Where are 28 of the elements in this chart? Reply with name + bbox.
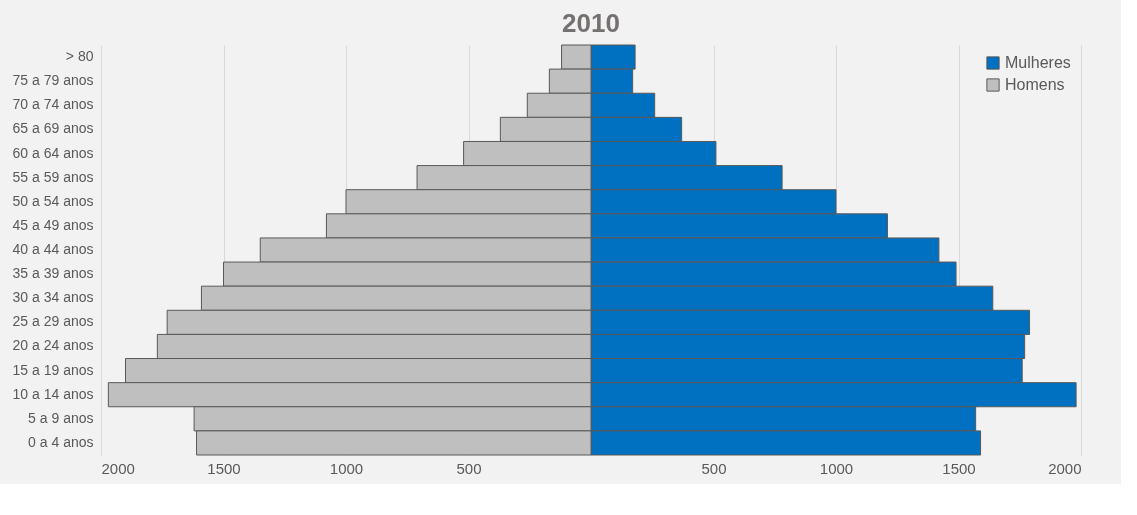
y-tick-label: 55 a 59 anos bbox=[12, 168, 94, 185]
chart-title: 2010 bbox=[562, 7, 620, 38]
x-tick-label: 500 bbox=[701, 459, 727, 477]
x-tick-label: 1500 bbox=[207, 459, 241, 477]
y-tick-label: > 80 bbox=[65, 48, 94, 65]
y-tick-label: 30 a 34 anos bbox=[12, 289, 94, 306]
y-tick-label: 50 a 54 anos bbox=[12, 192, 94, 209]
x-tick-label: 2000 bbox=[101, 459, 135, 477]
x-tick-label: 1000 bbox=[329, 459, 364, 477]
y-tick-label: 25 a 29 anos bbox=[12, 313, 94, 330]
x-tick-label: 2000 bbox=[1048, 459, 1082, 477]
y-tick-label: 10 a 14 anos bbox=[12, 385, 94, 402]
x-tick-label: 1500 bbox=[942, 459, 976, 477]
y-tick-label: 5 a 9 anos bbox=[28, 409, 94, 426]
y-tick-label: 75 a 79 anos bbox=[12, 72, 94, 89]
y-tick-label: 40 a 44 anos bbox=[12, 241, 94, 257]
y-tick-label: 0 a 4 anos bbox=[28, 433, 94, 450]
legend-label: Mulheres bbox=[1005, 54, 1071, 71]
x-tick-label: 1000 bbox=[819, 459, 854, 477]
y-tick-label: 35 a 39 anos bbox=[12, 265, 94, 282]
y-tick-label: 45 a 49 anos bbox=[12, 216, 94, 233]
y-tick-label: 65 a 69 anos bbox=[12, 120, 94, 137]
y-tick-label: 60 a 64 anos bbox=[12, 144, 94, 161]
x-tick-label: 500 bbox=[456, 459, 482, 477]
legend-label: Homens bbox=[1005, 76, 1065, 93]
y-tick-label: 20 a 24 anos bbox=[12, 337, 94, 354]
y-tick-label: 70 a 74 anos bbox=[12, 96, 94, 113]
y-tick-label: 15 a 19 anos bbox=[12, 361, 94, 378]
